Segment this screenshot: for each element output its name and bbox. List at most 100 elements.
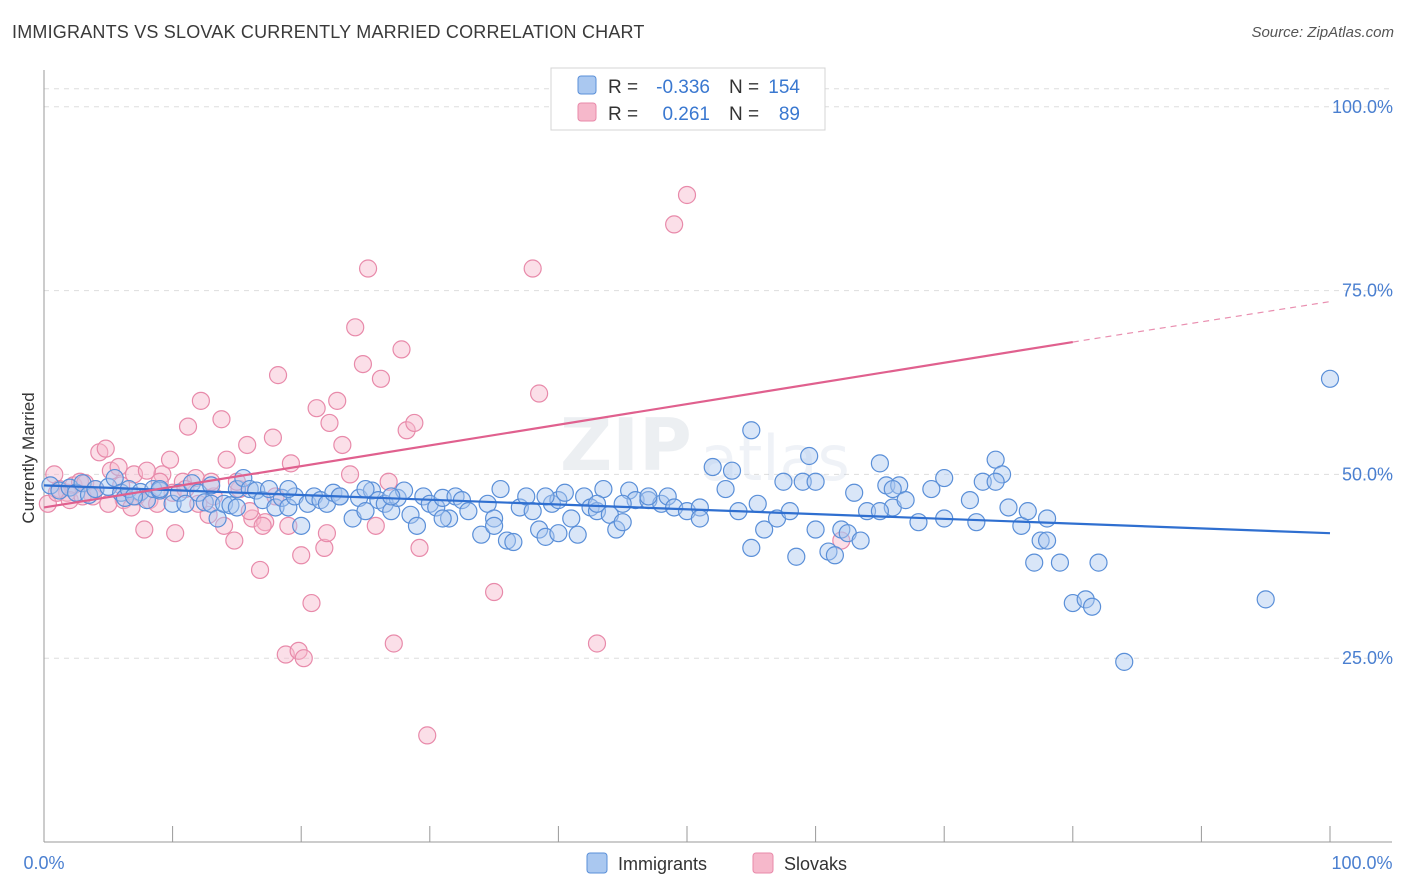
slovaks-point — [302, 593, 321, 613]
slovaks-point — [148, 494, 167, 513]
immigrants-point — [485, 509, 504, 528]
immigrants-point — [716, 479, 735, 499]
series-legend: Immigrants Slovaks — [586, 852, 847, 874]
y-tick-label: 50.0% — [1342, 464, 1393, 484]
immigrants-point — [909, 513, 928, 532]
immigrants-point — [530, 520, 549, 539]
immigrants-point — [986, 472, 1005, 491]
slovaks-point — [315, 538, 334, 558]
immigrants-point — [742, 538, 761, 558]
chart-title: IMMIGRANTS VS SLOVAK CURRENTLY MARRIED C… — [12, 22, 645, 42]
immigrants-point — [1076, 590, 1095, 609]
immigrants-point — [568, 525, 587, 544]
immigrants-point — [607, 520, 626, 539]
slovaks-point — [392, 340, 411, 359]
slovaks-point — [191, 391, 210, 410]
legend-n-label: N = — [729, 77, 759, 98]
immigrants-point — [1018, 502, 1037, 521]
immigrants-point — [227, 498, 246, 517]
y-axis-title: Currently Married — [19, 392, 38, 523]
immigrants-point — [870, 454, 890, 473]
immigrants-point — [787, 547, 806, 566]
slovaks-point — [397, 421, 416, 440]
immigrants-point — [1320, 369, 1340, 388]
immigrants-point — [407, 516, 427, 535]
immigrants-point — [806, 520, 825, 539]
svg-text:ZIP: ZIP — [560, 403, 692, 487]
immigrants-point — [851, 531, 870, 550]
legend-n-label: N = — [729, 104, 759, 125]
immigrants-point — [439, 509, 459, 528]
slovaks-point — [217, 450, 236, 469]
immigrants-point — [825, 546, 844, 565]
immigrants-point — [883, 479, 902, 499]
slovaks-point — [587, 634, 607, 653]
slovaks-point — [166, 524, 185, 543]
slovaks-point — [160, 450, 180, 469]
immigrants-point — [1256, 590, 1275, 609]
immigrants-point — [748, 494, 767, 513]
immigrants-point — [292, 516, 311, 535]
immigrants-point — [806, 472, 825, 491]
slovaks-point — [279, 516, 298, 535]
immigrants-point — [703, 457, 722, 477]
slovaks-point — [263, 428, 283, 447]
slovaks-point — [333, 435, 352, 455]
immigrants-point — [1037, 531, 1057, 550]
slovaks-legend-swatch — [577, 102, 597, 122]
immigrants-point — [562, 509, 581, 528]
slovaks-trend-line — [43, 340, 1073, 509]
axes — [43, 70, 1392, 843]
immigrants-legend-swatch — [577, 75, 597, 95]
slovaks-point — [340, 465, 360, 484]
immigrants-point — [459, 502, 478, 521]
slovaks-point — [665, 215, 684, 234]
slovaks-point — [418, 726, 437, 745]
slovaks-point — [346, 318, 365, 337]
slovaks-point — [238, 435, 257, 455]
immigrants-point — [992, 465, 1012, 484]
immigrants-point — [690, 509, 709, 528]
immigrants-point — [973, 472, 992, 491]
immigrants-point — [1037, 509, 1057, 528]
slovaks-point — [405, 413, 424, 433]
slovaks-point — [530, 384, 549, 403]
slovaks-point — [137, 461, 156, 480]
x-tick-label-max: 100.0% — [1331, 853, 1392, 873]
slovaks-point — [212, 410, 231, 429]
immigrants-point — [1082, 597, 1102, 616]
slovaks-r-value: 0.261 — [662, 104, 710, 125]
immigrants-point — [382, 487, 401, 506]
immigrants-point — [639, 487, 658, 506]
slovaks-point — [96, 439, 115, 458]
immigrants-point — [497, 531, 517, 550]
slovaks-point — [371, 369, 391, 388]
immigrants-point — [362, 481, 382, 500]
immigrants-point — [774, 472, 793, 491]
slovaks-trend-extension — [1072, 301, 1331, 343]
immigrants-point — [1115, 652, 1134, 671]
immigrants-point — [800, 446, 819, 466]
immigrants-r-value: -0.336 — [656, 77, 710, 98]
slovaks-series-label: Slovaks — [784, 854, 847, 874]
slovaks-point — [250, 560, 270, 580]
slovaks-point — [677, 185, 697, 205]
immigrants-point — [722, 461, 742, 480]
immigrants-point — [1025, 553, 1044, 572]
immigrants-point — [845, 483, 864, 502]
slovaks-point — [328, 391, 347, 410]
immigrants-point — [491, 479, 510, 499]
y-tick-label: 100.0% — [1332, 97, 1393, 117]
slovaks-point — [268, 366, 288, 385]
immigrants-point — [896, 491, 915, 510]
immigrants-point — [169, 483, 189, 502]
slovaks-point — [317, 524, 337, 543]
immigrants-point — [1089, 553, 1108, 572]
immigrants-point — [960, 491, 980, 510]
x-tick-labels: 0.0% 100.0% — [23, 853, 1392, 873]
slovaks-point — [109, 457, 128, 477]
immigrants-point — [922, 479, 941, 499]
slovaks-point — [384, 634, 403, 653]
immigrants-point — [658, 487, 677, 506]
